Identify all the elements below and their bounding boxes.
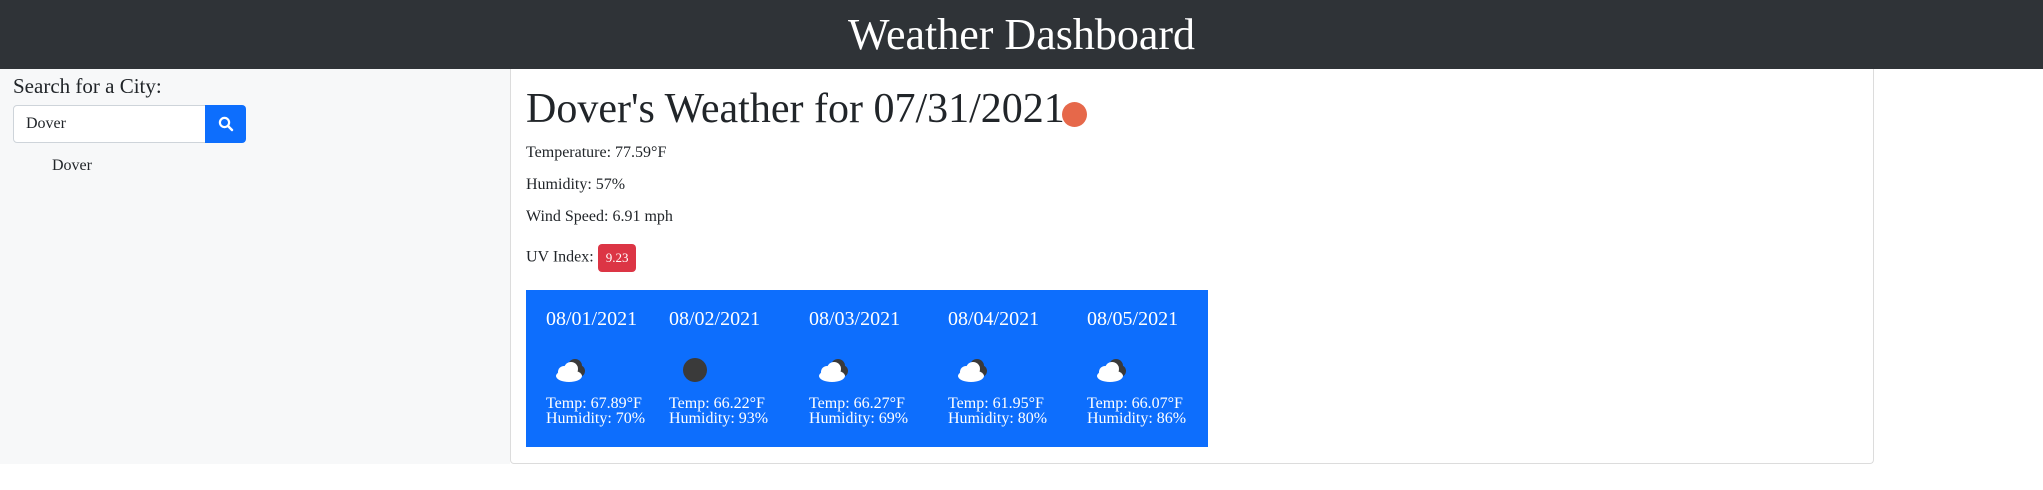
forecast-humidity: Humidity: 93% <box>669 410 769 427</box>
uv-index-label: UV Index: <box>526 248 594 266</box>
uv-index-badge: 9.23 <box>597 244 637 272</box>
uv-index-row: UV Index: 9.23 <box>526 244 637 272</box>
current-weather-title: Dover's Weather for 07/31/2021 <box>526 86 1065 132</box>
forecast-humidity: Humidity: 70% <box>546 410 646 427</box>
page-title: Weather Dashboard <box>847 10 1196 59</box>
forecast-temp: Temp: 66.07°F <box>1087 395 1183 412</box>
forecast-temp: Temp: 61.95°F <box>948 395 1044 412</box>
history-item-dover[interactable]: Dover <box>52 157 92 174</box>
forecast-humidity: Humidity: 80% <box>948 410 1048 427</box>
wind-speed-text: Wind Speed: 6.91 mph <box>526 208 673 225</box>
humidity-text: Humidity: 57% <box>526 176 626 193</box>
search-icon <box>218 116 233 132</box>
forecast-date: 08/04/2021 <box>948 308 1040 330</box>
forecast-temp: Temp: 67.89°F <box>546 395 642 412</box>
forecast-date: 08/01/2021 <box>546 308 638 330</box>
current-weather-card: Dover's Weather for 07/31/2021 Temperatu… <box>510 69 1874 464</box>
forecast-temp: Temp: 66.22°F <box>669 395 765 412</box>
forecast-temp: Temp: 66.27°F <box>809 395 905 412</box>
search-input[interactable] <box>13 105 206 143</box>
night-clear-icon <box>683 358 707 382</box>
clear-sun-icon <box>1062 102 1087 127</box>
cloudy-icon <box>819 359 848 382</box>
cloudy-icon <box>556 359 585 382</box>
search-button[interactable] <box>205 105 246 143</box>
forecast-date: 08/03/2021 <box>809 308 901 330</box>
temperature-text: Temperature: 77.59°F <box>526 144 667 161</box>
five-day-forecast: 08/01/2021 Temp: 67.89°F Humidity: 70% 0… <box>526 290 1208 447</box>
forecast-humidity: Humidity: 86% <box>1087 410 1187 427</box>
forecast-date: 08/02/2021 <box>669 308 761 330</box>
forecast-date: 08/05/2021 <box>1087 308 1179 330</box>
sidebar: Search for a City: Dover <box>0 69 510 464</box>
cloudy-icon <box>958 359 987 382</box>
page-header: Weather Dashboard <box>0 0 2043 69</box>
cloudy-icon <box>1097 359 1126 382</box>
search-label: Search for a City: <box>13 74 162 98</box>
forecast-humidity: Humidity: 69% <box>809 410 909 427</box>
